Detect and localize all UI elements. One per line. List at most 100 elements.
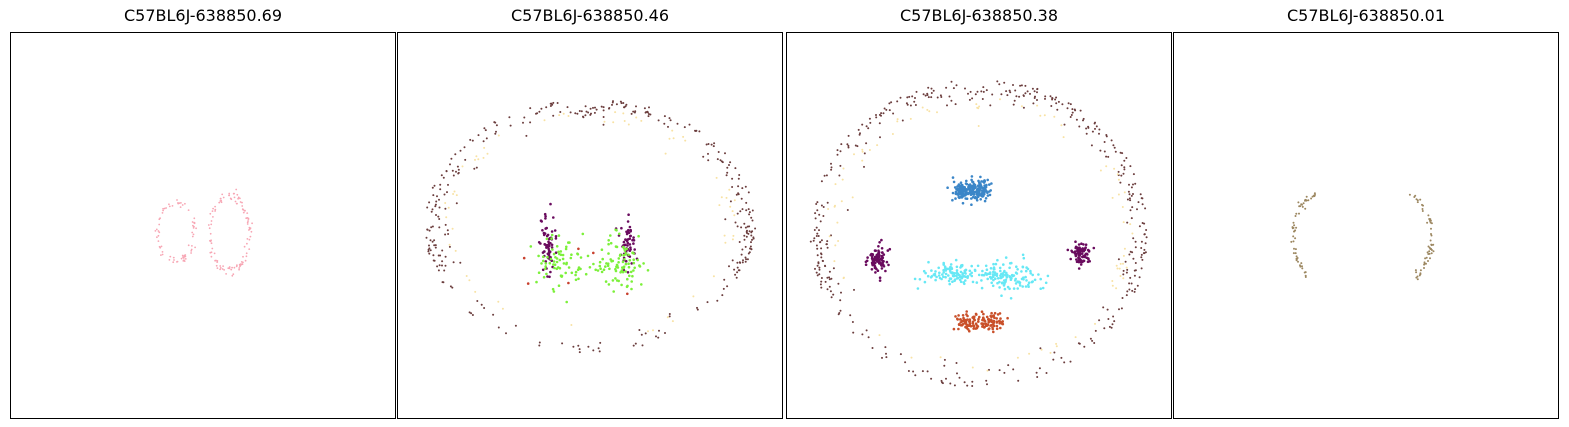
scatter-point xyxy=(1000,281,1004,285)
scatter-point xyxy=(830,277,833,280)
scatter-point xyxy=(854,144,857,147)
scatter-point xyxy=(622,240,626,244)
scatter-point xyxy=(877,256,881,259)
scatter-point xyxy=(1098,128,1101,131)
scatter-point xyxy=(834,204,836,207)
scatter-point xyxy=(996,281,999,285)
scatter-point xyxy=(1108,325,1111,328)
scatter-point xyxy=(633,248,636,251)
scatter-point xyxy=(1074,245,1078,249)
scatter-point xyxy=(1430,222,1433,225)
scatter-point xyxy=(604,280,608,283)
scatter-point xyxy=(210,242,213,245)
scatter-plot-area xyxy=(786,32,1172,419)
scatter-point xyxy=(1081,255,1085,259)
scatter-point xyxy=(1119,262,1122,265)
scatter-point xyxy=(159,246,162,249)
scatter-point xyxy=(1299,205,1302,208)
scatter-point xyxy=(1290,240,1293,243)
scatter-point xyxy=(879,136,881,139)
scatter-point xyxy=(1129,276,1132,279)
scatter-point xyxy=(734,273,737,276)
scatter-point xyxy=(559,250,563,253)
scatter-point xyxy=(993,311,997,315)
scatter-point xyxy=(609,258,612,261)
scatter-point xyxy=(735,193,738,196)
scatter-point xyxy=(1295,212,1298,215)
scatter-point xyxy=(738,269,741,272)
scatter-point xyxy=(1003,81,1006,84)
scatter-point xyxy=(980,286,984,290)
scatter-point xyxy=(875,116,878,119)
scatter-point xyxy=(565,261,568,265)
scatter-point xyxy=(1130,282,1133,285)
scatter-point xyxy=(1293,247,1295,250)
scatter-point xyxy=(871,347,874,349)
scatter-point xyxy=(716,158,719,161)
scatter-point xyxy=(163,207,166,210)
scatter-point xyxy=(996,313,1000,316)
scatter-point xyxy=(737,177,740,180)
scatter-point xyxy=(441,249,444,252)
scatter-point xyxy=(632,242,635,245)
scatter-point xyxy=(609,234,612,237)
scatter-point xyxy=(570,271,574,275)
scatter-point xyxy=(1003,282,1006,286)
scatter-point xyxy=(541,251,545,254)
scatter-point xyxy=(745,235,748,238)
scatter-point xyxy=(1020,84,1023,87)
scatter-point xyxy=(1293,224,1296,227)
scatter-point xyxy=(1009,297,1013,300)
scatter-point xyxy=(820,256,823,259)
scatter-point xyxy=(982,316,985,320)
scatter-point xyxy=(1110,326,1113,329)
scatter-point xyxy=(178,202,181,205)
scatter-point xyxy=(959,188,963,192)
scatter-point xyxy=(1003,287,1007,291)
scatter-point xyxy=(469,138,472,141)
scatter-point xyxy=(640,283,643,286)
scatter-point xyxy=(736,271,739,274)
scatter-point xyxy=(449,163,451,166)
scatter-point xyxy=(550,246,554,249)
scatter-point xyxy=(193,225,195,228)
scatter-point xyxy=(592,262,595,266)
scatter-point xyxy=(989,314,992,318)
scatter-point xyxy=(1117,170,1120,173)
scatter-point xyxy=(991,314,995,318)
scatter-point xyxy=(626,271,630,274)
scatter-point xyxy=(820,204,823,207)
scatter-point xyxy=(431,208,434,211)
scatter-point xyxy=(632,110,635,113)
scatter-point xyxy=(492,313,495,316)
scatter-point xyxy=(1314,193,1316,196)
scatter-point xyxy=(1143,248,1146,251)
scatter-point xyxy=(809,240,812,243)
scatter-point xyxy=(1061,103,1064,106)
scatter-point xyxy=(688,123,691,126)
scatter-point xyxy=(567,281,570,285)
scatter-point xyxy=(964,319,968,322)
scatter-point xyxy=(668,137,671,140)
scatter-point xyxy=(1144,242,1147,245)
scatter-point xyxy=(525,134,528,137)
scatter-point xyxy=(1018,284,1022,287)
scatter-point xyxy=(497,326,500,329)
scatter-point xyxy=(1025,279,1028,282)
scatter-point xyxy=(1430,249,1433,251)
scatter-point xyxy=(562,112,565,115)
scatter-point xyxy=(621,270,625,274)
scatter-point xyxy=(1077,267,1081,270)
scatter-point xyxy=(728,188,731,191)
scatter-point xyxy=(964,87,966,90)
scatter-point xyxy=(1085,127,1088,130)
scatter-point xyxy=(731,238,734,241)
scatter-plot xyxy=(809,80,1148,387)
scatter-point xyxy=(228,192,231,195)
scatter-point xyxy=(932,89,935,92)
scatter-point xyxy=(592,106,594,109)
scatter-point xyxy=(456,165,459,168)
scatter-point xyxy=(1408,193,1411,196)
scatter-point xyxy=(959,318,962,321)
scatter-point xyxy=(1130,217,1133,220)
